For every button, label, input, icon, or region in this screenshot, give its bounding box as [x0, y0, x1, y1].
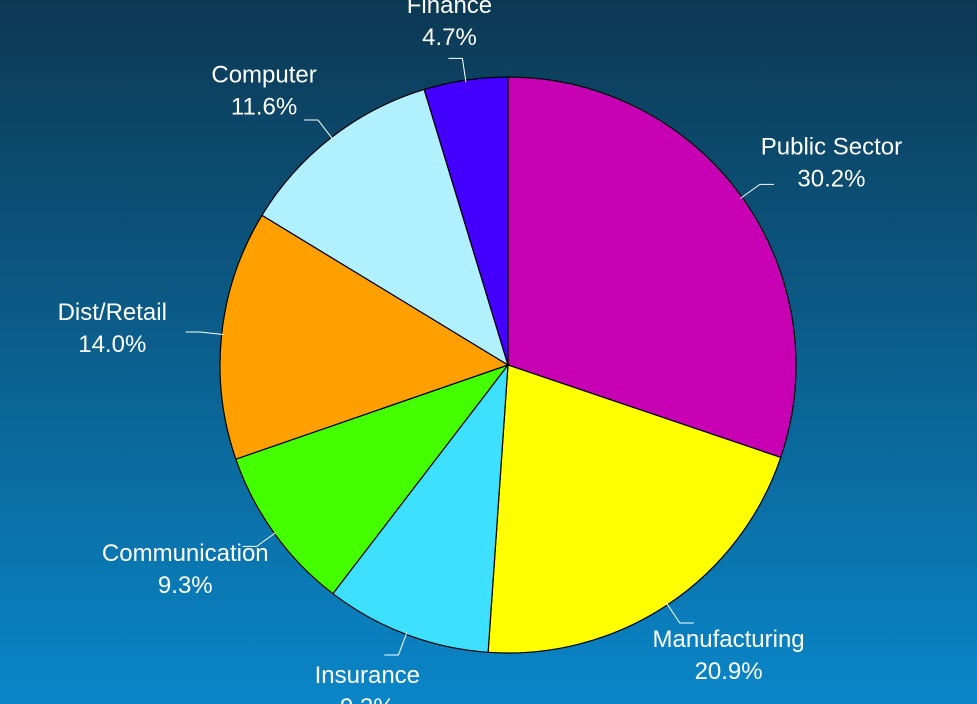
- slice-label: Manufacturing: [653, 626, 805, 653]
- slice-value-label: 30.2%: [797, 166, 865, 193]
- slice-value-label: 9.3%: [340, 694, 395, 704]
- leader-line: [740, 183, 774, 199]
- leader-line: [384, 632, 408, 656]
- slice-label: Communication: [102, 540, 269, 567]
- slice-value-label: 11.6%: [231, 93, 297, 120]
- leader-line: [242, 531, 277, 547]
- leader-line: [666, 602, 694, 624]
- slice-value-label: 4.7%: [422, 24, 477, 51]
- leader-line: [448, 57, 467, 83]
- slice-label: Insurance: [315, 662, 420, 689]
- leader-line: [185, 331, 224, 336]
- slice-label: Dist/Retail: [58, 299, 167, 326]
- slice-value-label: 9.3%: [158, 572, 213, 599]
- slice-label: Finance: [407, 0, 492, 19]
- slice-label: Public Sector: [761, 134, 902, 161]
- leader-line: [303, 119, 334, 140]
- slice-value-label: 20.9%: [695, 658, 763, 685]
- slice-label: Computer: [211, 61, 316, 88]
- slice-value-label: 14.0%: [78, 331, 146, 358]
